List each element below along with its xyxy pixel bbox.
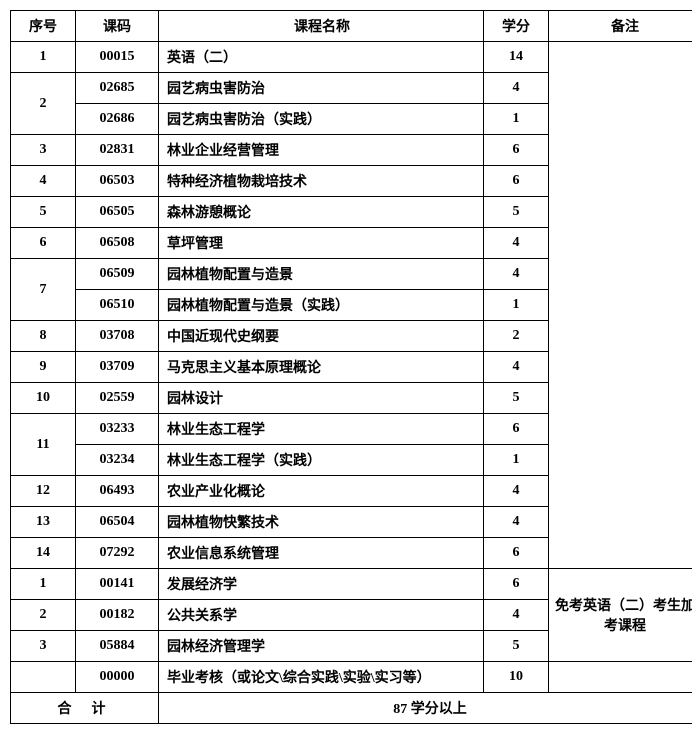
cell-name: 园林植物快繁技术 bbox=[159, 507, 484, 538]
cell-credit: 10 bbox=[484, 662, 549, 693]
cell-credit: 6 bbox=[484, 569, 549, 600]
cell-name: 毕业考核（或论文\综合实践\实验\实习等） bbox=[159, 662, 484, 693]
cell-name: 公共关系学 bbox=[159, 600, 484, 631]
cell-code: 03708 bbox=[76, 321, 159, 352]
cell-credit: 1 bbox=[484, 290, 549, 321]
cell-code: 05884 bbox=[76, 631, 159, 662]
cell-note-empty bbox=[549, 42, 692, 569]
cell-name: 林业生态工程学（实践） bbox=[159, 445, 484, 476]
cell-seq: 13 bbox=[11, 507, 76, 538]
cell-credit: 4 bbox=[484, 476, 549, 507]
header-name: 课程名称 bbox=[159, 11, 484, 42]
table-row: 00000 毕业考核（或论文\综合实践\实验\实习等） 10 bbox=[11, 662, 692, 693]
cell-code: 03709 bbox=[76, 352, 159, 383]
cell-code: 02559 bbox=[76, 383, 159, 414]
header-row: 序号 课码 课程名称 学分 备注 bbox=[11, 11, 692, 42]
cell-seq: 5 bbox=[11, 197, 76, 228]
cell-seq: 6 bbox=[11, 228, 76, 259]
cell-code: 02685 bbox=[76, 73, 159, 104]
cell-name: 英语（二） bbox=[159, 42, 484, 73]
cell-code: 03233 bbox=[76, 414, 159, 445]
header-credit: 学分 bbox=[484, 11, 549, 42]
cell-note-empty bbox=[549, 662, 692, 693]
cell-credit: 1 bbox=[484, 104, 549, 135]
cell-name: 园林设计 bbox=[159, 383, 484, 414]
cell-credit: 4 bbox=[484, 352, 549, 383]
total-label: 合计 bbox=[11, 693, 159, 724]
cell-note: 免考英语（二）考生加考课程 bbox=[549, 569, 692, 662]
cell-name: 农业信息系统管理 bbox=[159, 538, 484, 569]
cell-credit: 5 bbox=[484, 631, 549, 662]
cell-credit: 6 bbox=[484, 538, 549, 569]
header-code: 课码 bbox=[76, 11, 159, 42]
cell-code: 03234 bbox=[76, 445, 159, 476]
cell-code: 00182 bbox=[76, 600, 159, 631]
cell-name: 园林植物配置与造景 bbox=[159, 259, 484, 290]
cell-seq: 4 bbox=[11, 166, 76, 197]
cell-code: 00141 bbox=[76, 569, 159, 600]
cell-seq bbox=[11, 662, 76, 693]
cell-name: 园林经济管理学 bbox=[159, 631, 484, 662]
cell-name: 森林游憩概论 bbox=[159, 197, 484, 228]
total-row: 合计 87 学分以上 bbox=[11, 693, 692, 724]
cell-name: 农业产业化概论 bbox=[159, 476, 484, 507]
cell-seq: 8 bbox=[11, 321, 76, 352]
cell-name: 园艺病虫害防治（实践） bbox=[159, 104, 484, 135]
cell-name: 中国近现代史纲要 bbox=[159, 321, 484, 352]
cell-name: 林业企业经营管理 bbox=[159, 135, 484, 166]
cell-name: 园林植物配置与造景（实践） bbox=[159, 290, 484, 321]
cell-credit: 2 bbox=[484, 321, 549, 352]
table-row: 1 00015 英语（二） 14 bbox=[11, 42, 692, 73]
cell-code: 06508 bbox=[76, 228, 159, 259]
cell-code: 06504 bbox=[76, 507, 159, 538]
cell-code: 06509 bbox=[76, 259, 159, 290]
header-seq: 序号 bbox=[11, 11, 76, 42]
cell-credit: 4 bbox=[484, 507, 549, 538]
cell-name: 特种经济植物栽培技术 bbox=[159, 166, 484, 197]
cell-credit: 5 bbox=[484, 197, 549, 228]
cell-credit: 6 bbox=[484, 166, 549, 197]
cell-code: 02831 bbox=[76, 135, 159, 166]
cell-credit: 4 bbox=[484, 73, 549, 104]
cell-code: 07292 bbox=[76, 538, 159, 569]
cell-seq: 1 bbox=[11, 42, 76, 73]
cell-code: 06503 bbox=[76, 166, 159, 197]
cell-name: 林业生态工程学 bbox=[159, 414, 484, 445]
header-note: 备注 bbox=[549, 11, 692, 42]
cell-name: 园艺病虫害防治 bbox=[159, 73, 484, 104]
cell-seq: 10 bbox=[11, 383, 76, 414]
cell-seq: 9 bbox=[11, 352, 76, 383]
cell-credit: 6 bbox=[484, 414, 549, 445]
course-table: 序号 课码 课程名称 学分 备注 1 00015 英语（二） 14 2 0268… bbox=[10, 10, 692, 724]
cell-credit: 14 bbox=[484, 42, 549, 73]
cell-seq: 3 bbox=[11, 135, 76, 166]
cell-code: 02686 bbox=[76, 104, 159, 135]
cell-code: 00000 bbox=[76, 662, 159, 693]
cell-credit: 5 bbox=[484, 383, 549, 414]
cell-code: 06493 bbox=[76, 476, 159, 507]
cell-code: 06505 bbox=[76, 197, 159, 228]
cell-seq: 3 bbox=[11, 631, 76, 662]
cell-credit: 4 bbox=[484, 259, 549, 290]
table-row: 1 00141 发展经济学 6 免考英语（二）考生加考课程 bbox=[11, 569, 692, 600]
cell-code: 00015 bbox=[76, 42, 159, 73]
cell-seq: 11 bbox=[11, 414, 76, 476]
cell-seq: 12 bbox=[11, 476, 76, 507]
cell-credit: 1 bbox=[484, 445, 549, 476]
cell-seq: 7 bbox=[11, 259, 76, 321]
cell-credit: 6 bbox=[484, 135, 549, 166]
cell-seq: 1 bbox=[11, 569, 76, 600]
cell-credit: 4 bbox=[484, 600, 549, 631]
cell-name: 发展经济学 bbox=[159, 569, 484, 600]
cell-seq: 14 bbox=[11, 538, 76, 569]
cell-seq: 2 bbox=[11, 600, 76, 631]
cell-name: 马克思主义基本原理概论 bbox=[159, 352, 484, 383]
cell-credit: 4 bbox=[484, 228, 549, 259]
total-value: 87 学分以上 bbox=[159, 693, 692, 724]
cell-seq: 2 bbox=[11, 73, 76, 135]
cell-name: 草坪管理 bbox=[159, 228, 484, 259]
cell-code: 06510 bbox=[76, 290, 159, 321]
